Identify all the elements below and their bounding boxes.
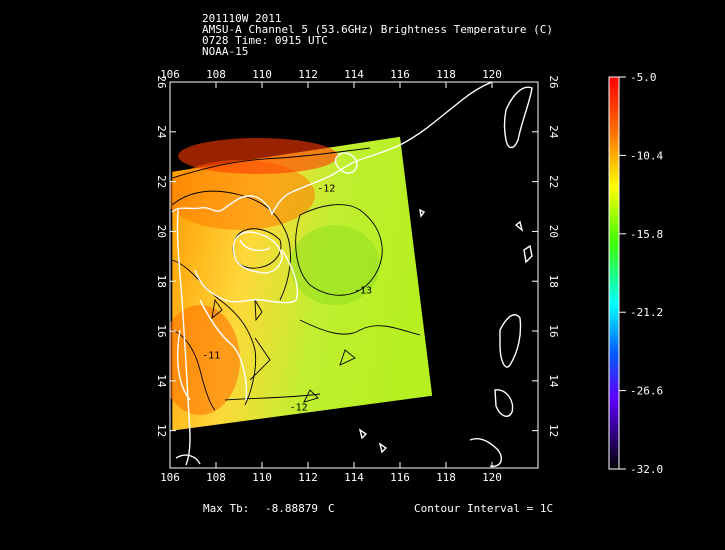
lat-tick-label-right: 24 — [547, 125, 560, 139]
colorbar-labels: -5.0 -10.4 -15.8 -21.2 -26.6 -32.0 — [619, 71, 663, 476]
satellite-label: NOAA-15 — [202, 45, 249, 58]
lon-tick-label-bottom: 106 — [160, 471, 180, 484]
channel-title: AMSU-A Channel 5 (53.6GHz) Brightness Te… — [202, 23, 553, 36]
lon-tick-label-bottom: 112 — [298, 471, 318, 484]
product-title: 201110W 2011 — [202, 12, 282, 25]
max-tb-unit: C — [328, 502, 335, 515]
contour-labels: -12 -13 -11 -12 — [202, 184, 372, 414]
colorbar-label: -5.0 — [630, 71, 657, 84]
lat-tick-label-left: 26 — [155, 75, 168, 88]
lat-tick-label-right: 20 — [547, 225, 560, 238]
lat-tick-label-left: 14 — [155, 374, 168, 388]
lon-tick-label-bottom: 118 — [436, 471, 456, 484]
lon-tick-label-top: 110 — [252, 68, 272, 81]
warm-area-south — [170, 305, 240, 415]
lat-tick-label-left: 18 — [155, 275, 168, 288]
lat-tick-label-left: 20 — [155, 225, 168, 238]
temperature-swath: -12 -13 -11 -12 — [170, 82, 533, 467]
lat-tick-label-right: 16 — [547, 324, 560, 337]
lat-tick-label-right: 14 — [547, 374, 560, 388]
colorbar-label: -32.0 — [630, 463, 663, 476]
contour-label: -13 — [354, 286, 372, 297]
axis-ticks — [169, 81, 538, 468]
lat-tick-label-left: 12 — [155, 424, 168, 437]
axis-tick-labels: 106 106 108 108 110 110 112 112 114 114 116 116 118 1… — [155, 68, 560, 484]
contour-label: -12 — [290, 403, 308, 414]
warm-area — [170, 160, 315, 230]
colorbar-label: -15.8 — [630, 228, 663, 241]
lon-tick-label-bottom: 108 — [206, 471, 226, 484]
lat-tick-label-right: 12 — [547, 424, 560, 437]
cool-area — [290, 225, 380, 305]
contour-label: -12 — [317, 184, 335, 195]
contour-label: -11 — [202, 350, 220, 361]
lon-tick-label-top: 112 — [298, 68, 318, 81]
lat-tick-label-left: 22 — [155, 175, 168, 188]
lat-tick-label-left: 24 — [155, 125, 168, 139]
colorbar — [608, 76, 620, 470]
lon-tick-label-top: 114 — [344, 68, 364, 81]
lon-tick-label-bottom: 120 — [482, 471, 502, 484]
max-tb-value: -8.88879 — [265, 502, 318, 515]
lon-tick-label-top: 108 — [206, 68, 226, 81]
lon-tick-label-top: 116 — [390, 68, 410, 81]
lon-tick-label-top: 106 — [160, 68, 180, 81]
colorbar-label: -21.2 — [630, 306, 663, 319]
lon-tick-label-top: 120 — [482, 68, 502, 81]
warm-area-north — [178, 138, 338, 174]
lat-tick-label-right: 26 — [547, 75, 560, 88]
contour-interval: Contour Interval = 1C — [414, 502, 554, 515]
colorbar-label: -10.4 — [630, 149, 663, 162]
lon-tick-label-bottom: 116 — [390, 471, 410, 484]
max-tb-label: Max Tb: — [203, 502, 250, 515]
lon-tick-label-bottom: 114 — [344, 471, 364, 484]
colorbar-label: -26.6 — [630, 385, 663, 398]
lon-tick-label-bottom: 110 — [252, 471, 272, 484]
lat-tick-label-left: 16 — [155, 324, 168, 337]
lat-tick-label-right: 22 — [547, 175, 560, 188]
lat-tick-label-right: 18 — [547, 275, 560, 288]
lon-tick-label-top: 118 — [436, 68, 456, 81]
coastline — [171, 82, 533, 467]
time-label: 0728 Time: 0915 UTC — [202, 34, 328, 47]
